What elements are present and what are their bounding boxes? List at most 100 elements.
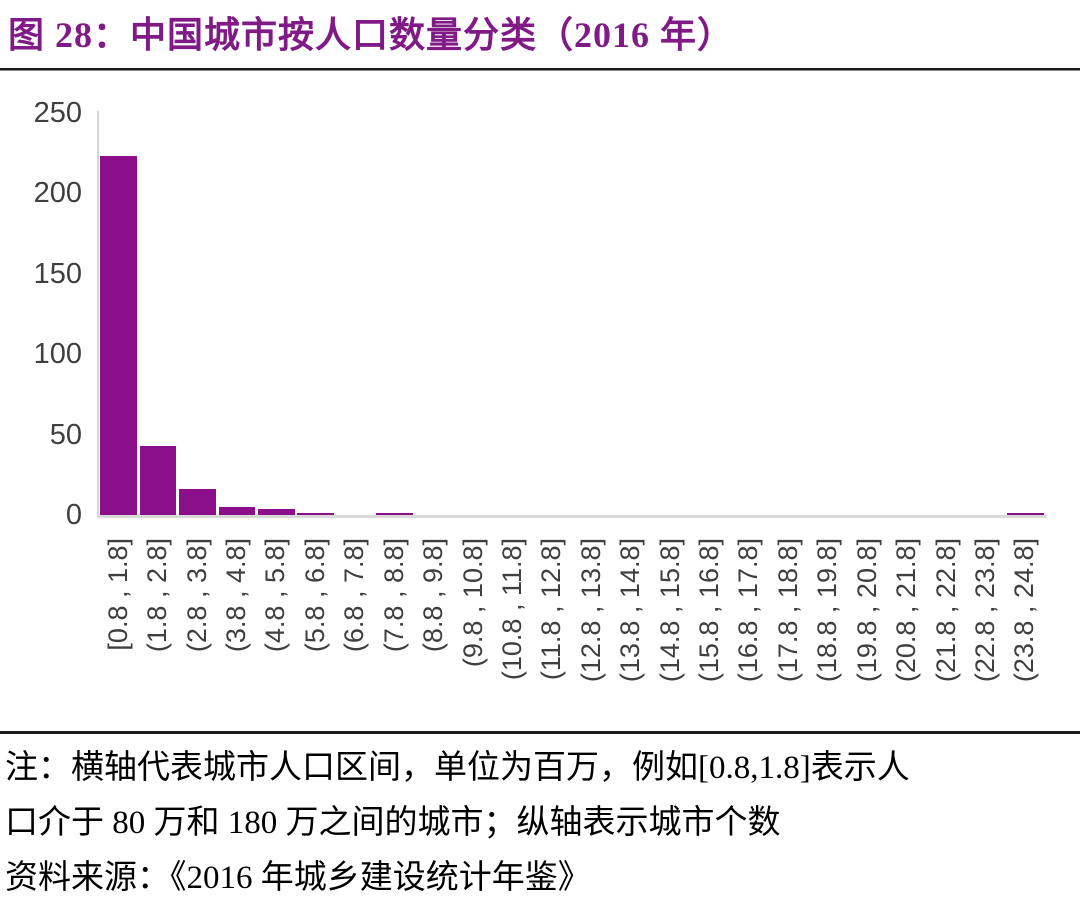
x-tick-label: (10.8 , 11.8] — [496, 538, 527, 681]
bar — [258, 508, 295, 515]
y-tick-label: 150 — [33, 257, 82, 290]
x-tick-slot: (3.8 , 4.8] — [217, 538, 256, 723]
x-tick-slot: (16.8 , 17.8] — [730, 538, 769, 723]
x-tick-slot: (15.8 , 16.8] — [690, 538, 729, 723]
bar-slot — [414, 113, 453, 515]
x-tick-slot: (17.8 , 18.8] — [769, 538, 808, 723]
x-tick-slot: (19.8 , 20.8] — [848, 538, 887, 723]
divider-bottom — [0, 731, 1080, 734]
x-tick-label: (8.8 , 9.8] — [418, 538, 449, 653]
figure-title: 图 28：中国城市按人口数量分类（2016 年） — [8, 15, 735, 55]
x-tick-label: (12.8 , 13.8] — [575, 538, 606, 683]
population-bar-chart: 0 50 100 150 200 250 [0.8 , 1.8] (1.8 , 2.8] (2… — [0, 95, 1080, 725]
y-tick-label: 200 — [33, 177, 82, 210]
x-tick-slot: [0.8 , 1.8] — [99, 538, 138, 723]
x-tick-slot: (7.8 , 8.8] — [375, 538, 414, 723]
bar-slot — [887, 113, 926, 515]
bar-slot — [375, 113, 414, 515]
x-tick-label: (17.8 , 18.8] — [772, 538, 803, 683]
x-tick-label: (13.8 , 14.8] — [615, 538, 646, 683]
x-tick-label: (20.8 , 21.8] — [891, 538, 922, 683]
bar-slot — [848, 113, 887, 515]
bar-slot — [217, 113, 256, 515]
y-tick-label: 250 — [33, 97, 82, 129]
x-tick-label: (18.8 , 19.8] — [812, 538, 843, 683]
x-tick-label: (23.8 , 24.8] — [1009, 538, 1040, 683]
bar — [179, 489, 216, 515]
x-axis-tick-labels: [0.8 , 1.8] (1.8 , 2.8] (2.8 , 3.8] (3.8 , … — [99, 538, 1045, 723]
bar-series — [99, 113, 1045, 515]
x-tick-slot: (23.8 , 24.8] — [1006, 538, 1045, 723]
bar-slot — [336, 113, 375, 515]
x-tick-label: [0.8 , 1.8] — [102, 538, 133, 651]
x-tick-label: (1.8 , 2.8] — [142, 538, 173, 653]
x-tick-slot: (2.8 , 3.8] — [178, 538, 217, 723]
bar — [218, 506, 256, 515]
bar — [100, 156, 138, 515]
x-tick-label: (6.8 , 7.8] — [339, 538, 370, 653]
bar-slot — [493, 113, 532, 515]
x-tick-slot: (9.8 , 10.8] — [454, 538, 493, 723]
plot-area — [97, 111, 1047, 518]
x-tick-label: (16.8 , 17.8] — [733, 538, 764, 683]
x-tick-label: (11.8 , 12.8] — [536, 538, 567, 681]
bar-slot — [690, 113, 729, 515]
x-tick-label: (22.8 , 23.8] — [969, 538, 1000, 683]
x-tick-slot: (11.8 , 12.8] — [533, 538, 572, 723]
chart-note: 注：横轴代表城市人口区间，单位为百万，例如[0.8,1.8]表示人 口介于 80… — [5, 741, 1071, 851]
x-tick-label: (4.8 , 5.8] — [260, 538, 291, 653]
bar-slot — [454, 113, 493, 515]
bar-slot — [533, 113, 572, 515]
x-tick-slot: (6.8 , 7.8] — [336, 538, 375, 723]
note-line-2: 口介于 80 万和 180 万之间的城市；纵轴表示城市个数 — [5, 805, 781, 841]
x-tick-slot: (4.8 , 5.8] — [257, 538, 296, 723]
x-tick-slot: (1.8 , 2.8] — [138, 538, 177, 723]
bar-slot — [809, 113, 848, 515]
x-tick-label: (14.8 , 15.8] — [654, 538, 685, 683]
x-tick-slot: (14.8 , 15.8] — [651, 538, 690, 723]
bar — [297, 513, 335, 515]
x-tick-label: (5.8 , 6.8] — [299, 538, 330, 653]
y-tick-label: 50 — [49, 418, 82, 451]
bar — [1007, 513, 1044, 515]
x-axis-line — [97, 515, 1047, 518]
y-tick-label: 100 — [33, 338, 82, 371]
x-tick-slot: (22.8 , 23.8] — [966, 538, 1005, 723]
x-tick-slot: (12.8 , 13.8] — [572, 538, 611, 723]
bar-slot — [99, 113, 138, 515]
bar-slot — [966, 113, 1005, 515]
bar-slot — [572, 113, 611, 515]
bar-slot — [296, 113, 335, 515]
bar-slot — [178, 113, 217, 515]
bar-slot — [651, 113, 690, 515]
bar-slot — [138, 113, 177, 515]
x-tick-slot: (18.8 , 19.8] — [809, 538, 848, 723]
bar-slot — [611, 113, 650, 515]
note-line-1: 注：横轴代表城市人口区间，单位为百万，例如[0.8,1.8]表示人 — [5, 750, 910, 786]
data-source: 资料来源：《2016 年城乡建设统计年鉴》 — [5, 860, 591, 896]
y-tick-label: 0 — [65, 499, 82, 531]
x-tick-label: (15.8 , 16.8] — [694, 538, 725, 683]
x-tick-label: (9.8 , 10.8] — [457, 538, 488, 668]
x-tick-label: (21.8 , 22.8] — [930, 538, 961, 683]
bar-slot — [769, 113, 808, 515]
x-tick-slot: (21.8 , 22.8] — [927, 538, 966, 723]
y-axis-line — [97, 111, 99, 517]
x-tick-slot: (5.8 , 6.8] — [296, 538, 335, 723]
bar — [376, 513, 413, 515]
y-axis-tick-labels: 0 50 100 150 200 250 — [0, 97, 88, 531]
x-tick-label: (19.8 , 20.8] — [851, 538, 882, 683]
x-tick-label: (2.8 , 3.8] — [181, 538, 212, 653]
x-tick-label: (3.8 , 4.8] — [220, 538, 251, 653]
x-tick-label: (7.8 , 8.8] — [378, 538, 409, 653]
divider-top — [0, 68, 1080, 71]
x-tick-slot: (10.8 , 11.8] — [493, 538, 532, 723]
bar-slot — [1006, 113, 1045, 515]
x-tick-slot: (8.8 , 9.8] — [414, 538, 453, 723]
bar-slot — [927, 113, 966, 515]
bar — [139, 445, 177, 515]
x-tick-slot: (20.8 , 21.8] — [887, 538, 926, 723]
bar-slot — [257, 113, 296, 515]
x-tick-slot: (13.8 , 14.8] — [611, 538, 650, 723]
